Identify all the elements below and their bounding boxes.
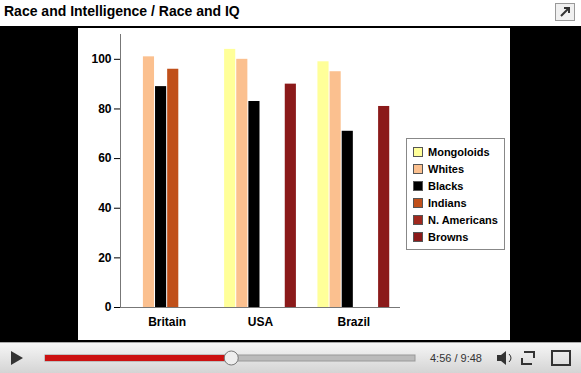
svg-text:80: 80 (98, 102, 112, 116)
html-text:N. Americans: N. Americans (428, 213, 498, 226)
svg-text:Britain: Britain (148, 315, 186, 329)
svg-text:20: 20 (98, 251, 112, 265)
html-text:Browns: Browns (428, 230, 469, 243)
svg-text:100: 100 (91, 52, 111, 66)
html-text:Indians: Indians (428, 196, 467, 209)
svg-text:USA: USA (248, 315, 274, 329)
svg-text:0: 0 (105, 300, 112, 314)
svg-text:Brazil: Brazil (337, 315, 370, 329)
svg-text:40: 40 (98, 201, 112, 215)
svg-text:60: 60 (98, 151, 112, 165)
html-text:Whites: Whites (428, 162, 465, 175)
html-text:Blacks: Blacks (428, 179, 464, 192)
html-text:Mongoloids: Mongoloids (428, 145, 490, 158)
html-text:4:56 / 9:48: 4:56 / 9:48 (430, 352, 482, 364)
html-text:Race and Intelligence / Race a: Race and Intelligence / Race and IQ (4, 3, 240, 19)
